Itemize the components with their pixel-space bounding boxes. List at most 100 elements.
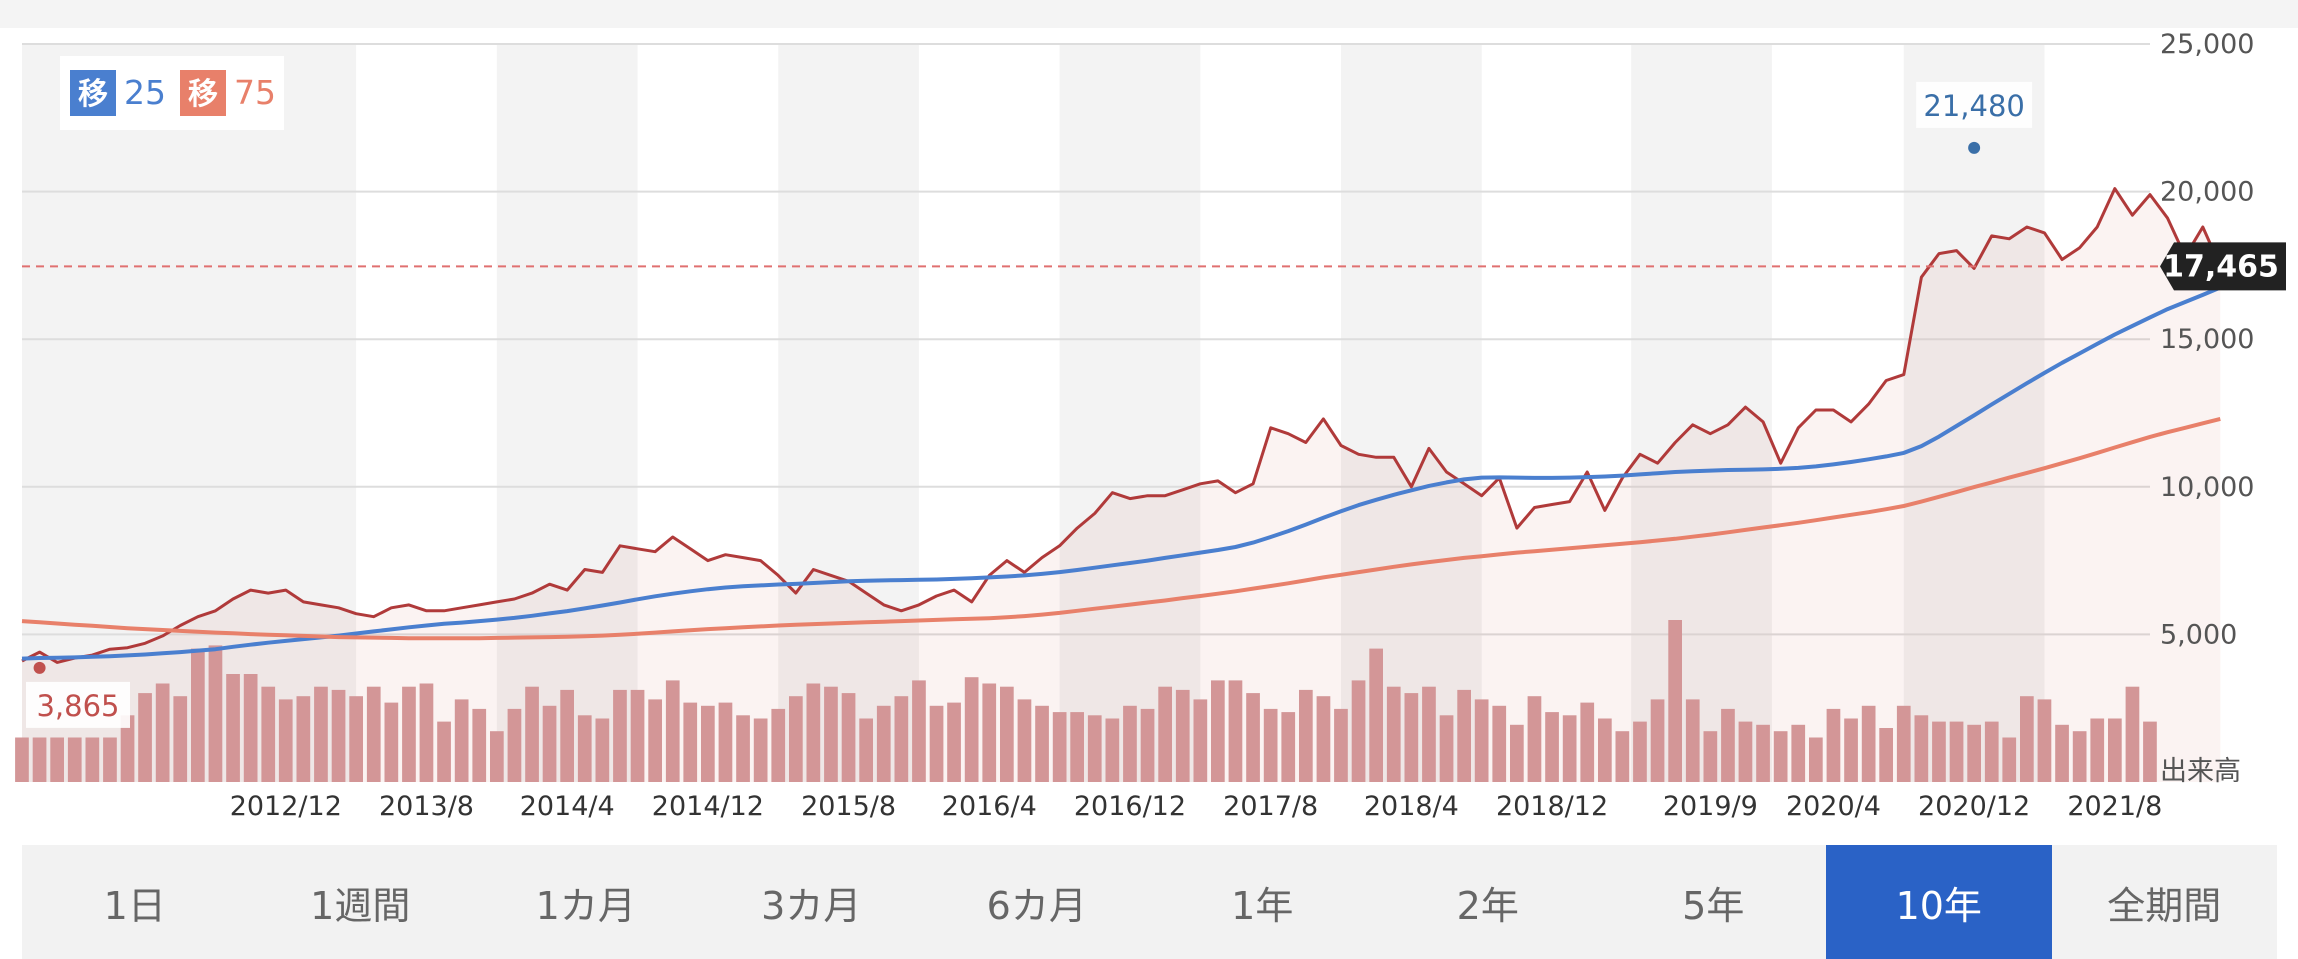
volume-bar xyxy=(1105,718,1120,782)
volume-bar xyxy=(1386,686,1401,782)
volume-bar xyxy=(665,680,680,782)
volume-bar xyxy=(2020,696,2034,782)
volume-bar xyxy=(929,705,944,782)
volume-bar xyxy=(683,702,698,782)
period-tab[interactable]: 3カ月 xyxy=(761,883,862,928)
volume-bar xyxy=(542,705,557,782)
volume-bar xyxy=(789,696,803,782)
x-axis-labels: 2012/12 2013/8 2014/4 2014/12 2015/8 2016/4 20… xyxy=(230,791,2163,822)
y-tick-label: 25,000 xyxy=(2160,29,2254,60)
volume-bar xyxy=(1404,693,1419,782)
high-label: 21,480 xyxy=(1923,89,2024,123)
volume-bar xyxy=(507,708,522,782)
period-tab[interactable]: 10年 xyxy=(1826,845,2052,959)
volume-bar xyxy=(103,737,117,782)
volume-bar xyxy=(982,683,997,782)
volume-bar xyxy=(243,674,258,782)
y-tick-label: 15,000 xyxy=(2160,324,2254,355)
x-tick-label: 2016/12 xyxy=(1074,791,1186,822)
volume-bar xyxy=(1193,699,1208,782)
x-tick-label: 2020/12 xyxy=(1918,791,2030,822)
volume-bar xyxy=(1158,686,1172,782)
low-label: 3,865 xyxy=(36,689,119,723)
volume-bar xyxy=(841,693,856,782)
volume-bar xyxy=(2055,724,2069,782)
volume-bar xyxy=(1246,693,1260,782)
volume-bar xyxy=(1545,712,1559,782)
volume-bar xyxy=(1932,721,1946,782)
volume-bar xyxy=(1211,680,1225,782)
volume-bar xyxy=(173,696,188,782)
volume-bar xyxy=(525,686,539,782)
period-tab[interactable]: 2年 xyxy=(1456,883,1519,928)
volume-bar xyxy=(1809,737,1823,782)
volume-bar xyxy=(472,708,487,782)
volume-bar xyxy=(2090,718,2105,782)
volume-bar xyxy=(947,702,961,782)
period-selector: 1日 1週間 1カ月 3カ月 6カ月 1年 2年 5年 10年 全期間 xyxy=(22,845,2277,959)
legend-label-2: 75 xyxy=(234,73,276,112)
volume-bar xyxy=(1017,699,1032,782)
volume-bar xyxy=(1896,705,1911,782)
period-tab[interactable]: 5年 xyxy=(1682,883,1745,928)
volume-bar xyxy=(912,680,926,782)
volume-bar xyxy=(753,718,768,782)
volume-bar xyxy=(2125,686,2140,782)
volume-bar xyxy=(1826,708,1841,782)
volume-bar xyxy=(648,699,662,782)
volume-bar xyxy=(15,737,29,782)
volume-bar xyxy=(1703,731,1718,782)
volume-bar xyxy=(701,705,715,782)
period-tab[interactable]: 全期間 xyxy=(2107,883,2222,928)
x-tick-label: 2015/8 xyxy=(801,791,896,822)
series-lines xyxy=(21,187,2222,664)
period-tab[interactable]: 1日 xyxy=(103,883,166,928)
volume-bar xyxy=(366,686,381,782)
volume-bar xyxy=(120,715,135,782)
volume-bar xyxy=(1598,718,1612,782)
period-tab[interactable]: 1年 xyxy=(1231,883,1294,928)
x-tick-label: 2014/4 xyxy=(520,791,615,822)
volume-bar xyxy=(490,731,504,782)
price-chart[interactable]: 17,465 21,480 3,865 5,000 10,000 15,000 20,0… xyxy=(0,0,2298,845)
volume-bar xyxy=(402,686,416,782)
volume-bar xyxy=(630,689,645,782)
volume-bar xyxy=(1721,708,1735,782)
volume-bar xyxy=(577,715,592,782)
volume-bar xyxy=(1650,699,1665,782)
period-tab[interactable]: 6カ月 xyxy=(986,883,1087,928)
low-marker xyxy=(33,661,46,674)
volume-bar xyxy=(859,718,873,782)
volume-bar xyxy=(1439,715,1454,782)
volume-bar xyxy=(349,696,363,782)
volume-bar xyxy=(1316,696,1331,782)
high-marker xyxy=(1968,141,1981,154)
ma75-line xyxy=(21,416,2221,641)
volume-bar xyxy=(1615,731,1630,782)
volume-bar xyxy=(32,737,47,782)
x-tick-label: 2012/12 xyxy=(230,791,342,822)
volume-bar xyxy=(1123,705,1137,782)
volume-bar xyxy=(613,689,627,782)
low-label-box xyxy=(26,681,130,728)
volume-bar xyxy=(824,686,838,782)
volume-bar xyxy=(1000,686,1014,782)
legend-badge-1 xyxy=(70,70,116,116)
volume-bar xyxy=(296,696,311,782)
volume-bar xyxy=(1914,715,1929,782)
volume-bar xyxy=(419,683,434,782)
volume-bar xyxy=(1685,699,1700,782)
volume-bar xyxy=(1369,648,1383,782)
volume-bar xyxy=(1299,689,1313,782)
current-price-line: 17,465 xyxy=(22,242,2286,291)
volume-bar xyxy=(595,718,610,782)
grid-lines xyxy=(22,43,2150,636)
volume-bar xyxy=(806,683,821,782)
period-tab[interactable]: 1週間 xyxy=(310,883,411,928)
period-tab[interactable]: 1カ月 xyxy=(535,883,636,928)
volume-bar xyxy=(1879,728,1893,782)
volume-bar xyxy=(736,715,750,782)
background-band xyxy=(1903,44,2045,782)
volume-bar xyxy=(2108,718,2122,782)
volume-bar xyxy=(191,648,205,782)
